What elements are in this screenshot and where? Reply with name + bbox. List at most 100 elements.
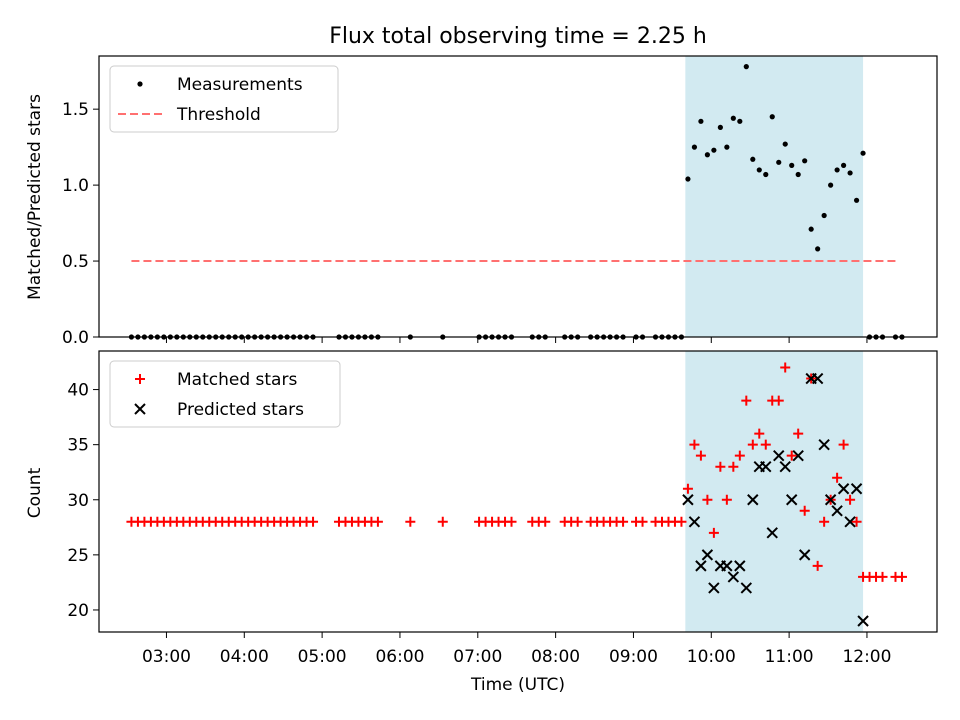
measurement-point [769,114,775,120]
matched-stars-point [689,439,700,450]
matched-stars-point [728,461,739,472]
x-tick-label: 08:00 [531,647,580,667]
matched-stars-point [721,494,732,505]
predicted-stars-point [766,527,778,539]
measurement-point [841,162,847,168]
predicted-stars-point [727,571,740,583]
legend-marker [134,403,146,415]
matched-stars-point [799,505,810,516]
predicted-stars-point [695,560,707,572]
predicted-stars-point [708,582,720,594]
measurement-point [743,64,749,70]
measurement-point [853,197,860,203]
legend-label: Predicted stars [177,400,304,420]
predicted-stars-point [857,615,869,627]
predicted-stars-point [850,483,863,495]
matched-stars-point [851,516,862,527]
matched-stars-point [372,516,383,527]
predicted-stars-point [844,516,856,528]
matched-stars-point [793,428,804,439]
x-tick-label: 11:00 [765,647,814,667]
measurement-point [815,246,821,252]
matched-stars-point [741,395,752,406]
measurement-point [724,144,730,150]
y-tick-label: 25 [67,546,89,566]
top-plot: 0.0 0.5 1.0 1.5 Measurements Threshold [62,55,938,348]
matched-stars-point [734,450,745,461]
y-tick-label: 30 [67,491,89,511]
x-tick-label: 12:00 [842,647,891,667]
measurement-point [711,147,717,153]
measurement-point [828,182,834,188]
y-tick-label: 1.0 [62,176,89,196]
predicted-stars-point [701,549,714,561]
predicted-stars-point [831,505,843,517]
measurement-point [776,159,782,165]
chart-title: Flux total observing time = 2.25 h [329,24,707,49]
predicted-stars-point [760,460,772,473]
y-tick-label: 1.5 [62,100,89,120]
predicted-stars-point [798,549,811,561]
matched-stars-point [618,516,629,527]
matched-stars-point [877,571,888,582]
measurement-point [802,158,808,164]
measurement-point [756,167,762,173]
legend-marker [135,374,145,384]
matched-stars-point [754,428,765,439]
matched-stars-point [437,516,448,527]
predicted-stars-point [773,449,785,462]
measurement-point [789,162,795,168]
legend-marker [137,81,143,87]
measurement-point [698,118,704,124]
matched-stars-point [760,439,771,450]
legend: Matched stars Predicted stars [109,360,341,428]
legend-box [109,65,339,133]
matched-stars-point [838,439,849,450]
matched-stars-point [715,461,726,472]
measurement-point [704,152,710,158]
measurement-point [691,144,698,150]
x-tick-label: 09:00 [609,647,658,667]
matched-stars-point [572,516,583,527]
matched-stars-point [540,516,551,527]
measurement-point [750,156,756,162]
measurement-point [847,170,853,176]
matched-stars-point [896,571,907,582]
bottom-plot: 20 25 30 35 40 03:00 04:00 05:00 06:00 07:00 08:00… [67,350,938,667]
matched-stars-point [780,362,791,373]
matched-stars-point [506,516,517,527]
measurement-point [782,141,788,147]
y-tick-label: 0.5 [62,252,89,272]
measurement-point [860,150,866,156]
predicted-stars-point [688,516,701,528]
x-tick-label: 06:00 [375,647,424,667]
legend-label: Matched stars [177,370,297,390]
matched-stars-point [637,516,648,527]
matched-stars-point [702,494,713,505]
predicted-stars-point [721,560,733,572]
measurement-point [834,167,840,173]
x-tick-label: 05:00 [298,647,347,667]
measurement-point [808,226,814,232]
measurement-point [737,118,743,124]
predicted-stars-point [818,438,830,451]
y-tick-label: 0.0 [62,328,89,348]
matched-stars-point [676,516,687,527]
measurement-point [730,115,736,121]
axes-frame [98,55,938,338]
predicted-stars-point [786,494,798,506]
legend: Measurements Threshold [109,65,339,133]
matched-stars-point [845,494,856,505]
y-tick-label: 40 [67,381,89,401]
matched-stars-point [747,439,758,450]
predicted-stars-point [734,560,746,572]
x-tick-label: 10:00 [687,647,736,667]
legend-box [109,360,341,428]
measurement-point [763,171,769,178]
top-y-axis-label: Matched/Predicted stars [25,94,45,300]
matched-stars-point [708,527,719,538]
legend-label: Measurements [177,75,303,95]
matched-stars-point [682,483,693,494]
x-tick-label: 07:00 [453,647,502,667]
